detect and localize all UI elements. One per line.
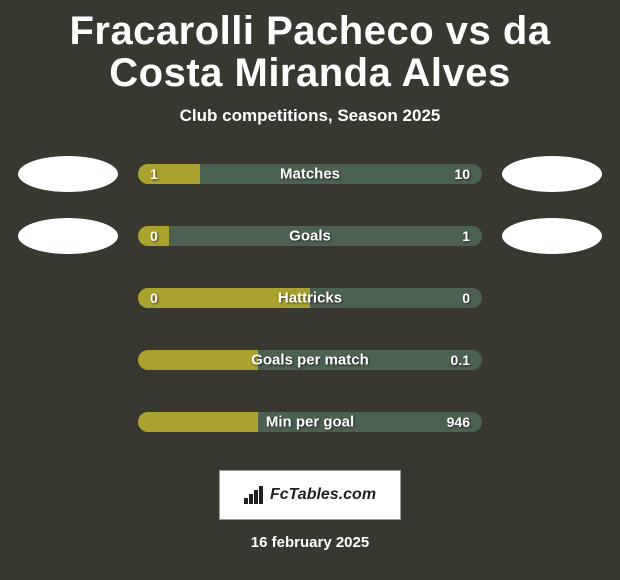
comparison-bar: Goals per match 0.1 xyxy=(138,350,482,370)
avatar-spacer xyxy=(502,404,602,440)
stat-value-right: 946 xyxy=(447,414,470,430)
bar-segment-left xyxy=(138,412,258,432)
avatar-spacer xyxy=(18,404,118,440)
stat-value-left: 0 xyxy=(150,290,158,306)
stat-label: Min per goal xyxy=(266,414,354,431)
stats-rows: Matches 1 10 Goals 0 1 Hattricks 0 0 Goals per ma… xyxy=(0,156,620,440)
bars-chart-icon xyxy=(244,486,266,504)
comparison-title: Fracarolli Pacheco vs da Costa Miranda A… xyxy=(0,0,620,100)
stat-row: Goals per match 0.1 xyxy=(0,342,620,378)
avatar-spacer xyxy=(18,280,118,316)
brand-text: FcTables.com xyxy=(270,486,376,504)
avatar-right xyxy=(502,156,602,192)
stat-value-right: 0 xyxy=(462,290,470,306)
avatar-left xyxy=(18,156,118,192)
stat-value-left: 1 xyxy=(150,166,158,182)
stat-value-left: 0 xyxy=(150,228,158,244)
comparison-bar: Goals 0 1 xyxy=(138,226,482,246)
avatar-right xyxy=(502,218,602,254)
comparison-subtitle: Club competitions, Season 2025 xyxy=(0,106,620,126)
avatar-spacer xyxy=(502,280,602,316)
stat-row: Matches 1 10 xyxy=(0,156,620,192)
bar-segment-left xyxy=(138,164,200,184)
comparison-bar: Min per goal 946 xyxy=(138,412,482,432)
stat-value-right: 0.1 xyxy=(451,352,470,368)
stat-label: Hattricks xyxy=(278,290,342,307)
stat-label: Goals xyxy=(289,228,331,245)
avatar-left xyxy=(18,218,118,254)
stat-row: Hattricks 0 0 xyxy=(0,280,620,316)
stat-value-right: 10 xyxy=(454,166,470,182)
bar-segment-left xyxy=(138,350,258,370)
brand-badge[interactable]: FcTables.com xyxy=(219,470,401,520)
stat-label: Matches xyxy=(280,166,340,183)
stat-label: Goals per match xyxy=(251,352,369,369)
comparison-bar: Matches 1 10 xyxy=(138,164,482,184)
bar-segment-right xyxy=(200,164,482,184)
comparison-bar: Hattricks 0 0 xyxy=(138,288,482,308)
stat-value-right: 1 xyxy=(462,228,470,244)
avatar-spacer xyxy=(18,342,118,378)
avatar-spacer xyxy=(502,342,602,378)
stat-row: Goals 0 1 xyxy=(0,218,620,254)
stat-row: Min per goal 946 xyxy=(0,404,620,440)
footer-date: 16 february 2025 xyxy=(0,534,620,551)
